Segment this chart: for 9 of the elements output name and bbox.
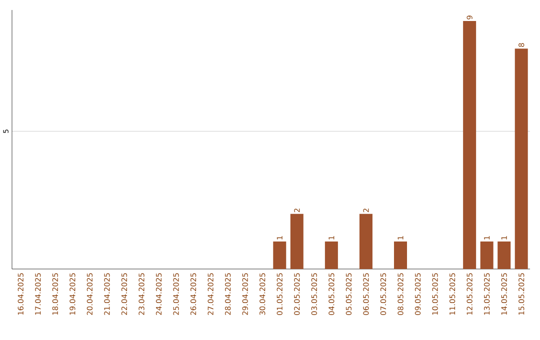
bar [273,241,286,269]
bar [514,48,528,269]
bar [290,214,304,269]
bar [324,241,338,269]
bar [480,241,494,269]
bar [498,241,511,269]
bar [359,214,372,269]
bar [394,241,407,269]
bar [463,21,476,269]
